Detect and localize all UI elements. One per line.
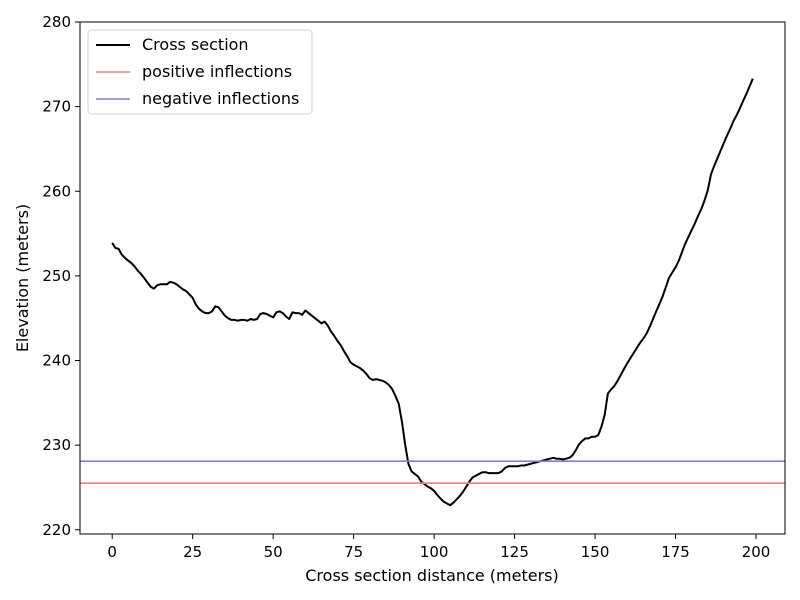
x-tick-label: 0 — [107, 543, 117, 561]
y-axis-label: Elevation (meters) — [13, 204, 32, 352]
x-tick-label: 25 — [183, 543, 202, 561]
y-tick-label: 280 — [42, 13, 71, 31]
y-tick-label: 240 — [42, 352, 71, 370]
y-tick-label: 230 — [42, 436, 71, 454]
x-axis-label: Cross section distance (meters) — [305, 566, 558, 585]
y-tick-label: 250 — [42, 267, 71, 285]
x-tick-label: 75 — [344, 543, 363, 561]
legend-box — [87, 29, 313, 115]
series-line-cross-section — [111, 78, 754, 507]
legend-entry-negative-inflections: negative inflections — [142, 89, 299, 108]
y-tick-label: 270 — [42, 98, 71, 116]
legend-entry-cross-section: Cross section — [142, 35, 249, 54]
axes-frame — [79, 21, 786, 535]
legend: Cross section positive inflections negativ… — [87, 29, 313, 115]
y-axis-ticks: 220 230 240 250 260 270 280 — [42, 13, 80, 539]
x-tick-label: 175 — [661, 543, 690, 561]
x-tick-label: 100 — [420, 543, 449, 561]
x-tick-label: 50 — [264, 543, 283, 561]
plot-area — [79, 21, 786, 535]
x-tick-label: 200 — [742, 543, 771, 561]
x-tick-label: 125 — [500, 543, 529, 561]
y-tick-label: 260 — [42, 182, 71, 200]
x-axis-ticks: 0 25 50 75 100 125 150 175 200 — [107, 534, 770, 561]
legend-entry-positive-inflections: positive inflections — [142, 62, 292, 81]
y-tick-label: 220 — [42, 521, 71, 539]
x-tick-label: 150 — [581, 543, 610, 561]
